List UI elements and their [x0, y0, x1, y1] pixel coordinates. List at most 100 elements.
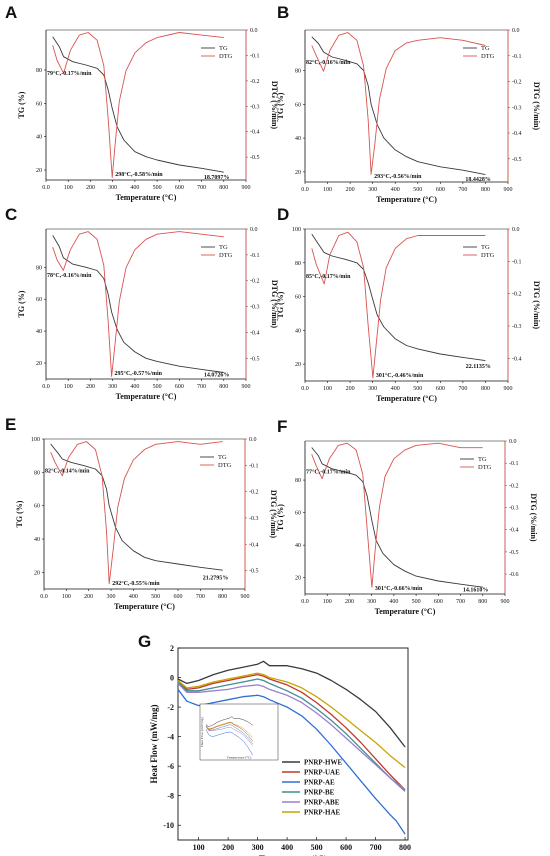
- x-tick-label: 400: [129, 594, 138, 600]
- x-tick-label: 700: [458, 187, 467, 193]
- y-left-tick-label: 60: [34, 504, 40, 510]
- y-right-tick-label: 0.0: [250, 227, 258, 233]
- legend-label-tg: TG: [218, 454, 227, 461]
- y-tick-label: 0: [170, 674, 174, 683]
- y-right-tick-label: -0.5: [512, 157, 522, 163]
- x-tick-label: 900: [241, 594, 250, 600]
- x-tick-label: 200: [346, 187, 355, 193]
- panel-g: G 100 200 300 400 500 600 700 800 2 0 -2 -4 -6 -8 -10 Te…: [138, 632, 411, 856]
- y-tick-label: -2: [167, 703, 174, 712]
- y-tick-label: -8: [167, 792, 174, 801]
- y-right-tick-label: 0.0: [512, 227, 520, 233]
- series-tg-line: [311, 447, 483, 588]
- inset-series-pnrp-uae-line: [205, 722, 253, 741]
- y-right-tick-label: -0.4: [249, 542, 259, 548]
- x-tick-label: 600: [436, 386, 445, 392]
- y-right-tick-label: 0.0: [512, 28, 520, 34]
- panel-letter: C: [5, 205, 17, 224]
- x-tick-label: 800: [481, 386, 490, 392]
- legend-label-dtg: DTG: [478, 464, 492, 471]
- y-right-tick-label: -0.2: [509, 483, 519, 489]
- annotation-label: 78°C,-0.16%/min: [47, 272, 92, 279]
- y-right-axis-title: DTG (%/min): [270, 81, 279, 130]
- x-tick-label: 600: [174, 594, 183, 600]
- series-tg-line: [311, 233, 486, 362]
- x-axis-title: Temperature (°C): [114, 602, 175, 611]
- legend-label-dtg: DTG: [219, 53, 233, 60]
- x-tick-label: 200: [346, 386, 355, 392]
- y-tick-label: -4: [167, 733, 174, 742]
- legend-label-pnrp-ae: PNRP-AE: [304, 779, 335, 787]
- series-tg-line: [311, 36, 486, 176]
- x-tick-label: 500: [153, 185, 162, 191]
- annotation-label: 292°C,-0.55%/min: [112, 580, 160, 587]
- annotation-label: 82°C,-0.16%/min: [306, 59, 351, 66]
- x-tick-label: 500: [311, 843, 323, 852]
- x-tick-label: 500: [151, 594, 160, 600]
- y-right-tick-label: -0.3: [512, 324, 522, 330]
- annotation-label: 301°C,-0.46%/min: [376, 372, 424, 379]
- x-tick-label: 300: [368, 386, 377, 392]
- y-left-tick-label: 80: [295, 261, 301, 267]
- y-left-tick-label: 40: [36, 135, 42, 141]
- annotation-label: 14.0726%: [204, 373, 230, 379]
- x-tick-label: 600: [340, 843, 352, 852]
- y-right-tick-label: -0.5: [249, 569, 259, 575]
- x-tick-label: 400: [130, 384, 139, 390]
- y-right-tick-label: -0.3: [250, 305, 260, 311]
- series-dtg-line: [311, 32, 486, 175]
- y-left-axis-title: TG (%): [276, 504, 285, 531]
- panel-letter: E: [5, 415, 16, 434]
- x-axis-title: Temperature (°C): [376, 195, 437, 204]
- x-tick-label: 600: [434, 599, 443, 605]
- y-tick-label: -10: [163, 821, 174, 830]
- y-right-tick-label: -0.3: [509, 506, 519, 512]
- panel-letter: B: [277, 3, 289, 22]
- y-right-tick-label: -0.3: [512, 105, 522, 111]
- y-left-tick-label: 100: [31, 437, 40, 443]
- series-pnrp-uae-line: [177, 673, 406, 791]
- x-tick-label: 900: [504, 187, 513, 193]
- legend-label-dtg: DTG: [481, 53, 495, 60]
- y-left-tick-label: 20: [295, 362, 301, 368]
- x-tick-label: 100: [323, 599, 332, 605]
- inset-series-pnrp-abe-line: [205, 726, 253, 746]
- x-tick-label: 0.0: [42, 384, 50, 390]
- y-left-tick-label: 60: [295, 295, 301, 301]
- plot-frame: [177, 647, 409, 841]
- y-left-tick-label: 80: [295, 69, 301, 75]
- x-tick-label: 200: [84, 594, 93, 600]
- panel-c: C 0.0 100 200 300 400 500 600 700 800 900 20 40 60 80 0…: [5, 205, 279, 401]
- inset-series-pnrp-hae-line: [205, 721, 253, 738]
- annotation-label: 18.4428%: [465, 177, 491, 183]
- y-left-tick-label: 40: [36, 329, 42, 335]
- panel-e: E 0.0 100 200 300 400 500 600 700 800 900 20 40 60 80 1…: [5, 415, 278, 611]
- x-tick-label: 800: [481, 187, 490, 193]
- series-dtg-line: [52, 32, 224, 178]
- x-tick-label: 300: [368, 187, 377, 193]
- y-left-tick-label: 60: [36, 297, 42, 303]
- x-tick-label: 0.0: [301, 386, 309, 392]
- y-tick-label: -6: [167, 762, 174, 771]
- y-tick-label: 2: [170, 644, 174, 653]
- x-tick-label: 600: [175, 384, 184, 390]
- series-tg-line: [52, 235, 224, 373]
- y-left-axis-title: TG (%): [15, 500, 24, 527]
- y-right-tick-label: -0.4: [512, 356, 522, 362]
- annotation-label: 298°C,-0.58%/min: [115, 171, 163, 178]
- x-tick-label: 900: [242, 185, 251, 191]
- y-left-axis-title: TG (%): [17, 91, 26, 118]
- x-tick-label: 500: [413, 187, 422, 193]
- annotation-label: 82°C,-0.14%/min: [45, 467, 90, 474]
- x-tick-label: 400: [281, 843, 293, 852]
- legend-label-tg: TG: [219, 244, 228, 251]
- panel-d: D 0.0 100 200 300 400 500 600 700 800 900 20 40 60 80 1…: [276, 205, 541, 403]
- x-tick-label: 600: [175, 185, 184, 191]
- y-left-tick-label: 40: [34, 537, 40, 543]
- panel-letter: F: [277, 417, 287, 436]
- x-tick-label: 300: [108, 384, 117, 390]
- y-left-axis-title: TG (%): [276, 92, 285, 119]
- x-tick-label: 200: [222, 843, 234, 852]
- x-tick-label: 500: [413, 386, 422, 392]
- y-right-tick-label: -0.4: [509, 528, 519, 534]
